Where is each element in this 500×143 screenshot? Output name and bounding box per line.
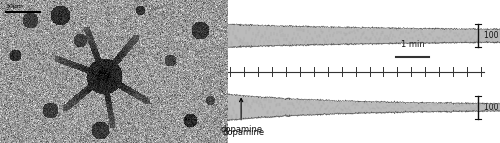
Text: dopamine: dopamine — [220, 98, 262, 134]
Text: 100 pA: 100 pA — [484, 31, 500, 40]
Text: 1 min: 1 min — [401, 40, 424, 49]
Text: 100 pA: 100 pA — [484, 103, 500, 112]
Text: 30µm: 30µm — [6, 4, 24, 9]
Text: dopamine: dopamine — [223, 128, 265, 137]
